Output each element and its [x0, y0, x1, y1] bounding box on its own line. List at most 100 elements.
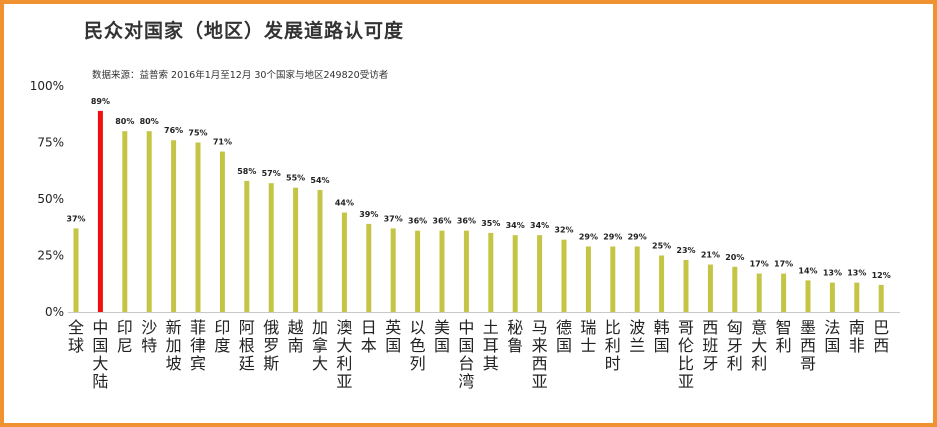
- bar: [659, 255, 665, 312]
- category-label: 印度: [214, 318, 230, 355]
- data-label: 58%: [237, 167, 256, 176]
- bar: [293, 187, 299, 312]
- bar: [585, 246, 591, 312]
- bar: [463, 230, 469, 312]
- category-label: 加拿大: [312, 318, 328, 373]
- category-label: 秘鲁: [507, 318, 523, 355]
- data-label: 13%: [823, 269, 842, 278]
- bar: [195, 142, 201, 312]
- category-label: 以色列: [410, 318, 426, 373]
- category-label: 波兰: [629, 318, 645, 355]
- data-label: 29%: [579, 232, 598, 241]
- bar: [756, 273, 762, 312]
- category-label: 沙特: [141, 318, 157, 355]
- data-label: 12%: [872, 271, 891, 280]
- data-label: 39%: [359, 210, 378, 219]
- bar: [683, 260, 689, 312]
- category-label: 墨西哥: [800, 318, 816, 373]
- category-label: 比利时: [605, 318, 621, 373]
- y-tick-label: 50%: [37, 192, 64, 206]
- category-label: 哥伦比亚: [678, 318, 694, 391]
- bar: [512, 235, 518, 312]
- bar: [219, 151, 225, 312]
- category-label: 西班牙: [702, 318, 718, 373]
- bar: [732, 266, 738, 312]
- bar: [634, 246, 640, 312]
- category-label: 澳大利亚: [336, 318, 352, 391]
- bar: [366, 223, 372, 312]
- bar: [73, 228, 79, 312]
- category-label: 匈牙利: [727, 318, 743, 373]
- data-label: 32%: [554, 226, 573, 235]
- data-label: 29%: [628, 232, 647, 241]
- category-label: 土耳其: [483, 318, 499, 373]
- bar: [537, 235, 543, 312]
- data-label: 37%: [384, 214, 403, 223]
- y-tick-label: 0%: [45, 305, 64, 319]
- y-tick-label: 75%: [37, 136, 64, 150]
- data-label: 14%: [798, 266, 817, 275]
- data-label: 57%: [262, 169, 281, 178]
- data-label: 44%: [335, 199, 354, 208]
- category-label: 印尼: [117, 318, 133, 355]
- bar: [146, 131, 152, 312]
- category-label: 巴西: [873, 318, 889, 355]
- bar: [805, 280, 811, 312]
- bar: [97, 110, 103, 312]
- data-label: 17%: [750, 260, 769, 269]
- category-label: 中国台湾: [458, 318, 474, 391]
- data-label: 71%: [213, 138, 232, 147]
- data-label: 36%: [408, 217, 427, 226]
- data-label: 21%: [701, 251, 720, 260]
- data-label: 35%: [481, 219, 500, 228]
- category-label: 韩国: [654, 318, 670, 355]
- data-label: 36%: [432, 217, 451, 226]
- category-label: 瑞士: [580, 318, 596, 355]
- bar: [610, 246, 616, 312]
- data-label: 37%: [66, 214, 85, 223]
- data-label: 20%: [725, 253, 744, 262]
- category-label: 新加坡: [166, 318, 182, 373]
- data-label: 80%: [140, 117, 159, 126]
- bar: [561, 239, 567, 312]
- data-label: 25%: [652, 242, 671, 251]
- data-label: 54%: [310, 176, 329, 185]
- category-label: 全球: [68, 318, 84, 355]
- data-label: 17%: [774, 260, 793, 269]
- data-label: 75%: [188, 129, 207, 138]
- data-label: 76%: [164, 126, 183, 135]
- category-label: 英国: [385, 318, 401, 355]
- bar: [317, 189, 323, 312]
- data-label: 23%: [676, 246, 695, 255]
- category-label: 智利: [776, 318, 792, 355]
- category-label: 美国: [434, 318, 450, 355]
- data-label: 55%: [286, 174, 305, 183]
- bar: [781, 273, 787, 312]
- bar: [415, 230, 421, 312]
- category-label: 南非: [849, 318, 865, 355]
- data-label: 34%: [530, 221, 549, 230]
- category-label: 俄罗斯: [263, 318, 279, 373]
- category-label: 马来西亚: [532, 318, 548, 391]
- data-label: 34%: [506, 221, 525, 230]
- bar: [854, 282, 860, 312]
- bar: [878, 284, 884, 312]
- bar: [488, 232, 494, 312]
- y-tick-label: 25%: [37, 249, 64, 263]
- chart-source-note: 数据来源：益普索 2016年1月至12月 30个国家与地区249820受访者: [92, 70, 389, 81]
- bar: [341, 212, 347, 312]
- data-label: 36%: [457, 217, 476, 226]
- bar: [707, 264, 713, 312]
- data-label: 89%: [91, 97, 110, 106]
- data-label: 13%: [847, 269, 866, 278]
- bar: [122, 131, 128, 312]
- bar: [171, 140, 177, 312]
- bar: [829, 282, 835, 312]
- category-label: 日本: [361, 318, 377, 355]
- category-label: 菲律宾: [190, 318, 206, 373]
- category-label: 中国大陆: [92, 318, 108, 391]
- category-label: 德国: [556, 318, 572, 355]
- bar: [244, 180, 250, 312]
